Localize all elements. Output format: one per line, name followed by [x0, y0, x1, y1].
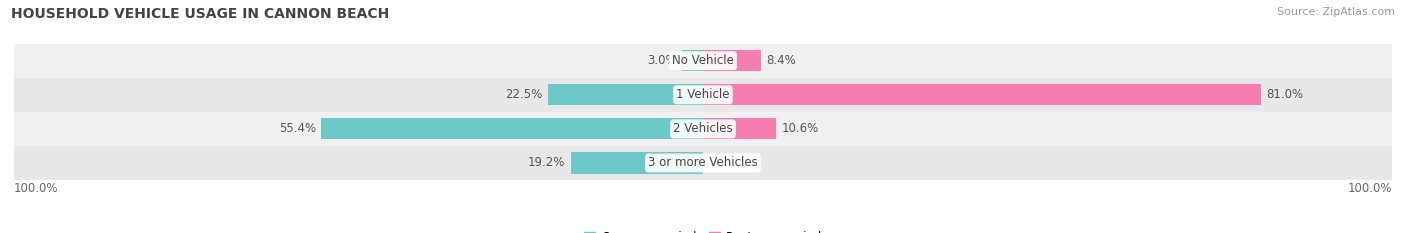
Bar [571, 152, 703, 174]
Bar [703, 84, 1261, 105]
Bar [322, 118, 703, 140]
Bar [14, 146, 1392, 180]
Bar [14, 78, 1392, 112]
Text: 81.0%: 81.0% [1267, 88, 1303, 101]
Text: 22.5%: 22.5% [505, 88, 543, 101]
Text: 19.2%: 19.2% [527, 157, 565, 169]
Bar [703, 118, 776, 140]
Bar [682, 50, 703, 71]
Text: No Vehicle: No Vehicle [672, 54, 734, 67]
Bar [548, 84, 703, 105]
Text: 3 or more Vehicles: 3 or more Vehicles [648, 157, 758, 169]
Bar [14, 44, 1392, 78]
Text: Source: ZipAtlas.com: Source: ZipAtlas.com [1277, 7, 1395, 17]
Text: 0.0%: 0.0% [709, 157, 738, 169]
Text: 100.0%: 100.0% [14, 182, 59, 195]
Text: 1 Vehicle: 1 Vehicle [676, 88, 730, 101]
Text: 100.0%: 100.0% [1347, 182, 1392, 195]
Text: 2 Vehicles: 2 Vehicles [673, 122, 733, 135]
Text: 55.4%: 55.4% [278, 122, 316, 135]
Text: 3.0%: 3.0% [647, 54, 676, 67]
Text: 10.6%: 10.6% [782, 122, 818, 135]
Text: 8.4%: 8.4% [766, 54, 796, 67]
Bar [14, 112, 1392, 146]
Legend: Owner-occupied, Renter-occupied: Owner-occupied, Renter-occupied [579, 226, 827, 233]
Text: HOUSEHOLD VEHICLE USAGE IN CANNON BEACH: HOUSEHOLD VEHICLE USAGE IN CANNON BEACH [11, 7, 389, 21]
Bar [703, 50, 761, 71]
